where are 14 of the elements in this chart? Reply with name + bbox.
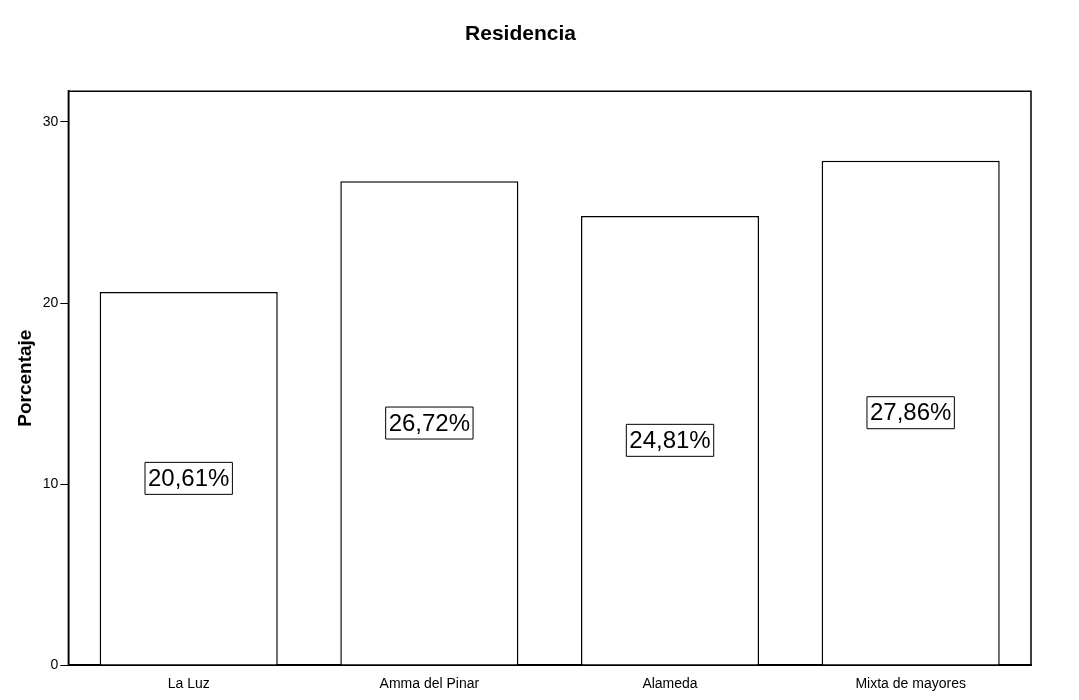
y-tick-label: 20 <box>42 293 59 310</box>
data-label: 24,81% <box>629 425 711 453</box>
x-tick-label: Alameda <box>642 675 698 692</box>
data-label: 26,72% <box>388 408 471 436</box>
y-tick-label: 10 <box>42 474 59 491</box>
x-tick-label: La Luz <box>167 675 210 692</box>
y-tick-label: 0 <box>50 656 59 673</box>
data-label: 20,61% <box>148 463 230 491</box>
x-tick-label: Mixta de mayores <box>855 675 966 692</box>
y-axis-title: Porcentaje <box>13 329 35 427</box>
chart-title: Residencia <box>465 21 577 45</box>
y-tick-label: 30 <box>42 112 59 129</box>
x-tick-label: Amma del Pinar <box>379 675 480 692</box>
data-label: 27,86% <box>869 398 952 426</box>
